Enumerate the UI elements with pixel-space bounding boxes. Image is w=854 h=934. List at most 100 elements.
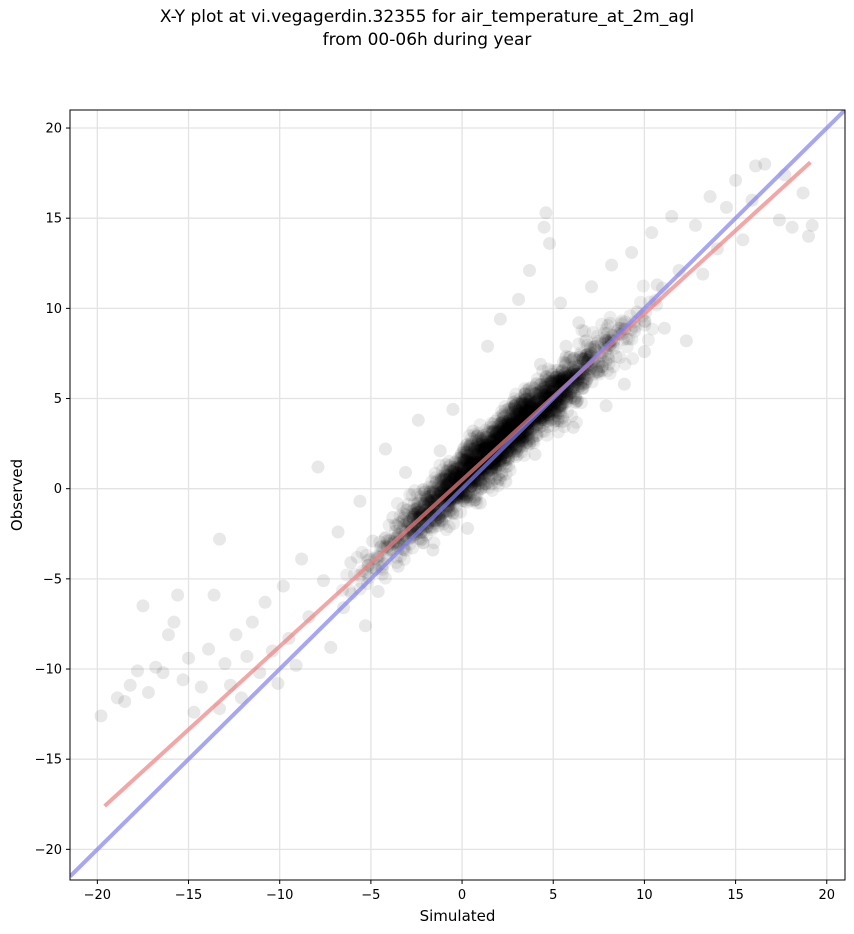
data-point-dense: [462, 429, 476, 443]
data-point-dense: [516, 404, 530, 418]
data-point-dense: [468, 493, 482, 507]
data-point-dense: [373, 535, 387, 549]
data-point-dense: [471, 444, 485, 458]
data-point-dense: [454, 486, 468, 500]
data-point-dense: [558, 359, 572, 373]
grid: [70, 110, 845, 880]
data-point-dense: [484, 425, 498, 439]
data-point-dense: [551, 397, 565, 411]
data-point-dense: [419, 528, 433, 542]
data-point-dense: [529, 429, 543, 443]
data-point-dense: [457, 442, 471, 456]
data-point-dense: [528, 394, 542, 408]
data-point-dense: [504, 414, 518, 428]
data-point-dense: [626, 352, 640, 366]
data-point-dense: [511, 438, 525, 452]
data-point-dense: [413, 494, 427, 508]
data-point-dense: [499, 467, 513, 481]
data-point-dense: [523, 393, 537, 407]
data-point-dense: [470, 447, 484, 461]
data-point-dense: [535, 390, 549, 404]
data-point-dense: [503, 401, 517, 415]
data-point-dense: [447, 468, 461, 482]
data-point-dense: [568, 392, 582, 406]
data-point: [749, 159, 763, 173]
data-point-dense: [545, 404, 559, 418]
data-point-dense: [580, 372, 594, 386]
data-point-dense: [497, 409, 511, 423]
data-point-dense: [378, 530, 392, 544]
data-point-dense: [477, 463, 491, 477]
data-point: [796, 186, 810, 200]
data-point-dense: [436, 480, 450, 494]
data-point-dense: [463, 493, 477, 507]
data-point-dense: [591, 334, 605, 348]
data-point-dense: [378, 571, 392, 585]
data-point-dense: [556, 395, 570, 409]
data-point-dense: [526, 397, 540, 411]
data-point-dense: [506, 412, 520, 426]
data-point-dense: [459, 454, 473, 468]
data-point-dense: [458, 445, 472, 459]
data-point-dense: [556, 372, 570, 386]
data-point-dense: [535, 424, 549, 438]
data-point-dense: [428, 486, 442, 500]
data-point-dense: [530, 392, 544, 406]
data-point-dense: [595, 317, 609, 331]
data-point-dense: [447, 516, 461, 530]
data-point: [523, 263, 537, 277]
data-point-dense: [505, 402, 519, 416]
data-point-dense: [497, 454, 511, 468]
data-point: [805, 218, 819, 232]
data-point-dense: [572, 351, 586, 365]
data-point-dense: [484, 462, 498, 476]
data-point-dense: [556, 355, 570, 369]
data-point-dense: [438, 472, 452, 486]
data-point-dense: [539, 370, 553, 384]
data-point-dense: [489, 458, 503, 472]
data-point-dense: [463, 437, 477, 451]
data-point-dense: [541, 362, 555, 376]
data-point-dense: [533, 384, 547, 398]
data-point-dense: [434, 475, 448, 489]
data-point-dense: [567, 351, 581, 365]
data-point-dense: [542, 411, 556, 425]
data-point-dense: [499, 417, 513, 431]
data-point-dense: [548, 401, 562, 415]
data-point-dense: [472, 468, 486, 482]
data-point-dense: [426, 486, 440, 500]
data-point-dense: [443, 469, 457, 483]
data-point-dense: [482, 471, 496, 485]
data-point-dense: [595, 364, 609, 378]
data-point-dense: [570, 394, 584, 408]
data-point-dense: [530, 388, 544, 402]
data-point-dense: [484, 416, 498, 430]
data-point-dense: [416, 536, 430, 550]
data-point-dense: [540, 428, 554, 442]
data-point-dense: [460, 490, 474, 504]
data-point-dense: [458, 490, 472, 504]
data-point-dense: [460, 446, 474, 460]
data-point-dense: [489, 460, 503, 474]
data-point-dense: [450, 490, 464, 504]
data-point-dense: [495, 465, 509, 479]
data-point-dense: [459, 453, 473, 467]
data-point-dense: [509, 410, 523, 424]
data-point-dense: [533, 389, 547, 403]
data-point-dense: [493, 429, 507, 443]
data-point-dense: [501, 414, 515, 428]
data-point-dense: [520, 392, 534, 406]
data-point-dense: [523, 394, 537, 408]
data-point-dense: [520, 429, 534, 443]
data-point: [579, 375, 593, 389]
data-point-dense: [573, 346, 587, 360]
data-point: [118, 694, 132, 708]
data-point-dense: [522, 383, 536, 397]
data-point-dense: [596, 359, 610, 373]
data-point-dense: [439, 478, 453, 492]
data-point: [729, 173, 743, 187]
data-point-dense: [436, 517, 450, 531]
data-point-dense: [464, 454, 478, 468]
data-point-dense: [428, 471, 442, 485]
data-point-dense: [419, 502, 433, 516]
